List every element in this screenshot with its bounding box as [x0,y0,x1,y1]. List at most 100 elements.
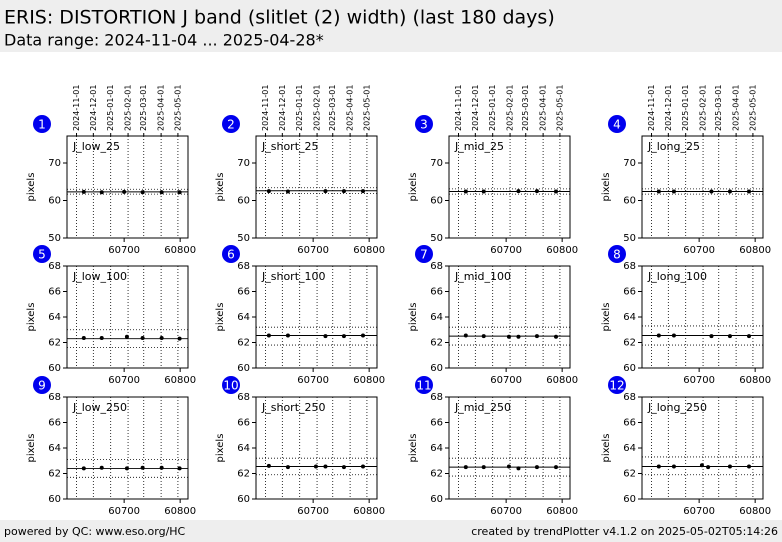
x-tick-label: 60700 [108,375,140,386]
x-tick-label: 60800 [546,506,578,517]
data-point [746,189,751,194]
panel-number: 6 [227,248,235,262]
y-tick-label: 66 [430,418,443,429]
y-tick-label: 66 [48,287,61,298]
x-tick-label: 60800 [739,245,771,256]
date-tick-label: 2025-05-01 [748,85,757,132]
data-point [285,333,290,338]
date-tick-label: 2025-04-01 [732,85,741,132]
data-point [506,464,511,469]
panel-title: J_mid_100 [454,270,511,283]
x-tick-label: 60800 [164,506,196,517]
panel-title: J_mid_250 [454,401,511,414]
x-tick-label: 60800 [164,375,196,386]
y-axis-label: pixels [408,434,419,463]
panel-number: 2 [227,118,235,132]
data-point [81,336,86,341]
y-tick-label: 60 [623,363,636,374]
date-tick-label: 2025-05-01 [362,85,371,132]
x-tick-label: 60800 [546,245,578,256]
y-tick-label: 66 [237,418,250,429]
date-tick-label: 2025-02-01 [124,85,133,132]
date-tick-label: 2025-05-01 [555,85,564,132]
panel-title: J_short_25 [261,140,319,153]
data-point [124,334,129,339]
x-tick-label: 60800 [546,375,578,386]
y-tick-label: 68 [237,261,250,272]
x-tick-label: 60800 [739,375,771,386]
data-point [671,189,676,194]
data-point [534,334,539,339]
data-point [341,334,346,339]
date-tick-label: 2024-12-01 [278,85,287,132]
x-tick-label: 60800 [353,245,385,256]
y-axis-label: pixels [215,434,226,463]
y-tick-label: 70 [48,158,61,169]
date-tick-label: 2025-03-01 [521,85,530,132]
data-point [699,463,704,468]
y-axis-label: pixels [26,173,37,202]
y-axis-label: pixels [601,303,612,332]
data-point [177,336,182,341]
y-tick-label: 68 [430,261,443,272]
date-tick-label: 2025-05-01 [173,85,182,132]
data-point [727,464,732,469]
data-point [746,464,751,469]
y-tick-label: 70 [430,158,443,169]
panel-title: J_short_250 [261,401,326,414]
date-tick-label: 2024-11-01 [454,85,463,132]
data-point [671,333,676,338]
data-point [99,190,104,195]
data-point [481,465,486,470]
y-tick-label: 68 [237,392,250,403]
data-point [313,464,318,469]
y-tick-label: 60 [237,494,250,505]
x-tick-label: 60700 [297,245,329,256]
panel-title: J_long_250 [647,401,707,414]
data-point [177,466,182,471]
data-point [553,334,558,339]
y-axis-label: pixels [215,173,226,202]
data-point [360,189,365,194]
y-tick-label: 68 [430,392,443,403]
y-tick-label: 64 [48,312,61,323]
data-point [727,334,732,339]
panel-title: J_long_100 [647,270,707,283]
y-tick-label: 70 [237,158,250,169]
panel-number: 12 [609,379,624,393]
data-point [323,464,328,469]
data-point [727,189,732,194]
x-tick-label: 60700 [490,245,522,256]
x-tick-label: 60700 [108,506,140,517]
panel-title: J_low_25 [72,140,120,153]
x-tick-label: 60700 [490,506,522,517]
x-tick-label: 60700 [683,506,715,517]
y-axis-label: pixels [215,303,226,332]
y-tick-label: 50 [48,233,61,244]
data-point [746,334,751,339]
x-tick-label: 60800 [739,506,771,517]
data-point [656,189,661,194]
data-point [285,189,290,194]
y-tick-label: 50 [623,233,636,244]
data-point [506,334,511,339]
data-point [341,189,346,194]
data-point [516,189,521,194]
y-tick-label: 62 [237,469,250,480]
panel-badge [222,376,240,394]
y-tick-label: 60 [48,196,61,207]
x-tick-label: 60700 [683,375,715,386]
y-tick-label: 60 [430,494,443,505]
data-point [266,333,271,338]
y-tick-label: 50 [430,233,443,244]
y-tick-label: 62 [48,338,61,349]
y-tick-label: 66 [237,287,250,298]
y-tick-label: 50 [237,233,250,244]
panel-number: 8 [613,248,621,262]
date-tick-label: 2025-01-01 [295,85,304,132]
panel-title: J_long_25 [647,140,700,153]
data-point [81,189,86,194]
panel-number: 3 [420,118,428,132]
date-tick-label: 2025-04-01 [157,85,166,132]
data-point [266,463,271,468]
